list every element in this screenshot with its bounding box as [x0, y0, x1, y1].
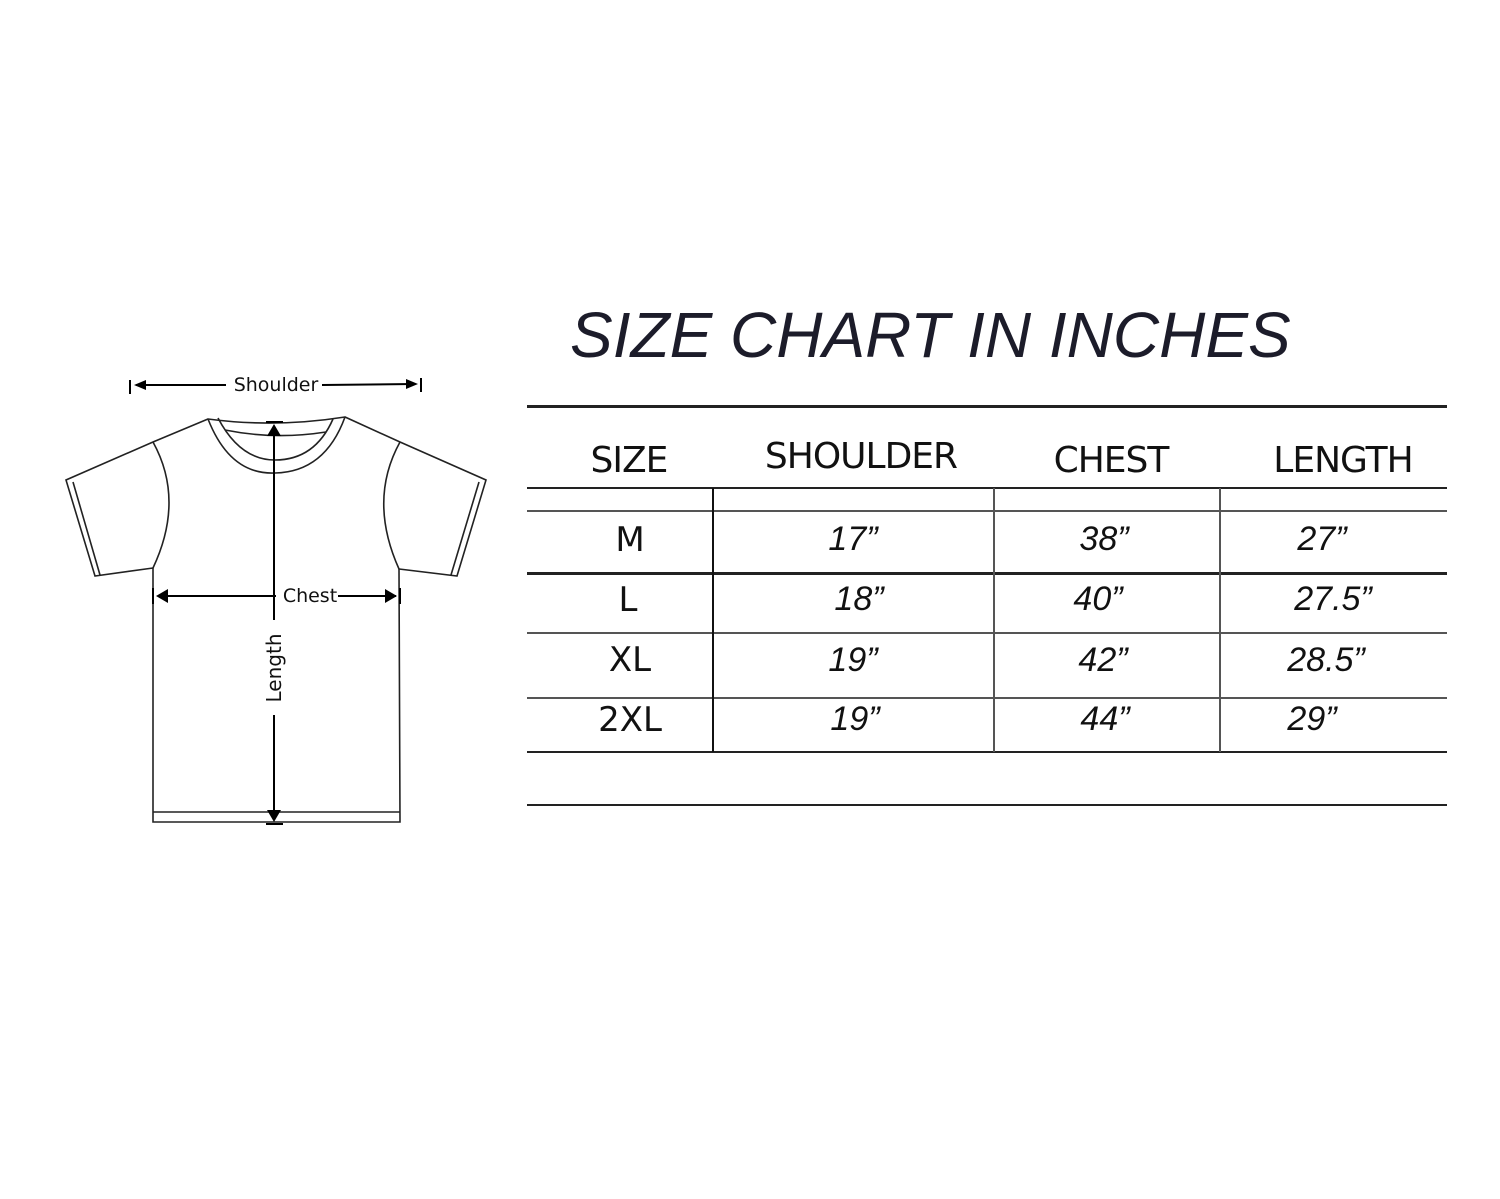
- divider: [527, 632, 1447, 634]
- divider: [527, 487, 1447, 489]
- header-shoulder: SHOULDER: [764, 436, 958, 477]
- table-cell: 42”: [1078, 641, 1128, 679]
- header-length: LENGTH: [1273, 440, 1413, 481]
- column-divider: [712, 488, 714, 752]
- chart-title: SIZE CHART IN INCHES: [570, 299, 1291, 371]
- collar-outer: [207, 416, 346, 474]
- table-cell: 19”: [830, 700, 880, 738]
- table-cell: 38”: [1079, 520, 1129, 558]
- chest-label: Chest: [283, 585, 337, 607]
- table-cell: L: [618, 580, 638, 620]
- header-chest: CHEST: [1053, 440, 1170, 481]
- divider: [527, 405, 1447, 408]
- table-cell: 44”: [1080, 700, 1130, 738]
- divider: [527, 751, 1447, 753]
- table-cell: 2XL: [598, 700, 662, 740]
- shoulder-label: Shoulder: [234, 374, 319, 396]
- table-cell: XL: [608, 640, 652, 680]
- table-cell: 17”: [828, 520, 878, 558]
- column-divider: [993, 488, 995, 752]
- collar-inner: [217, 417, 334, 461]
- table-cell: M: [615, 520, 645, 560]
- column-divider: [1219, 488, 1221, 752]
- length-label: Length: [262, 634, 286, 703]
- table-cell: 27.5”: [1294, 580, 1372, 618]
- divider: [527, 572, 1447, 575]
- divider: [527, 804, 1447, 806]
- left-armhole: [152, 441, 170, 569]
- table-cell: 19”: [828, 641, 878, 679]
- shirt-outline: [65, 416, 487, 823]
- table-cell: 40”: [1073, 580, 1123, 618]
- table-cell: 28.5”: [1287, 641, 1365, 679]
- header-size: SIZE: [590, 440, 669, 481]
- tshirt-diagram: Shoulder Chest Length: [65, 374, 487, 825]
- table-cell: 18”: [834, 580, 884, 618]
- table-cell: 27”: [1297, 520, 1347, 558]
- divider: [527, 697, 1447, 699]
- table-cell: 29”: [1287, 700, 1337, 738]
- right-armhole: [382, 441, 401, 570]
- divider: [527, 510, 1447, 512]
